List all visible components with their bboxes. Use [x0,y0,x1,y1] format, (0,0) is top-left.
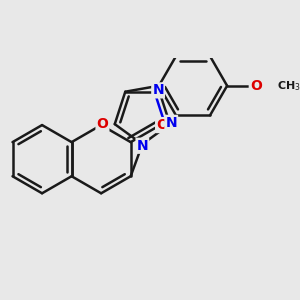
Text: CH$_3$: CH$_3$ [277,79,300,93]
Text: N: N [136,139,148,153]
Text: O: O [97,117,108,131]
Text: O: O [250,79,262,93]
Text: N: N [152,83,164,98]
Text: O: O [156,118,168,132]
Text: N: N [165,116,177,130]
